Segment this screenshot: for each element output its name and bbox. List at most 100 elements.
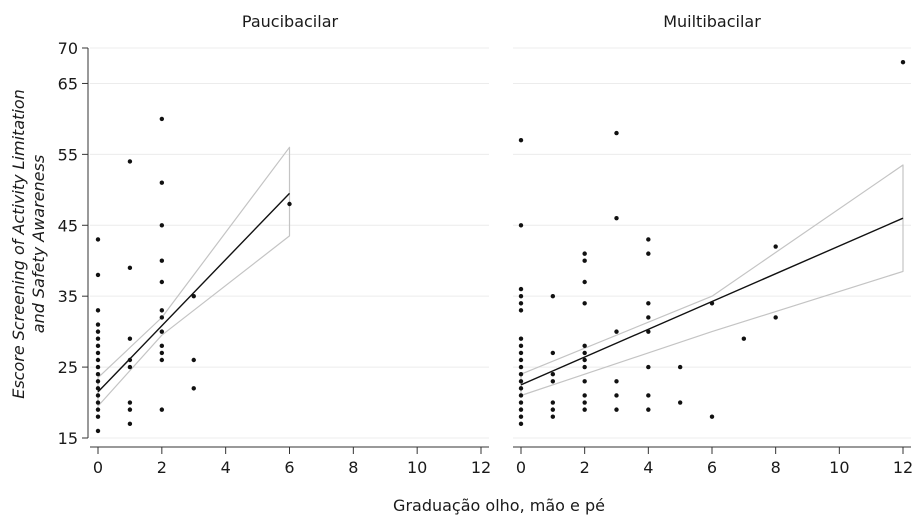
data-point bbox=[709, 301, 715, 306]
data-point bbox=[95, 428, 101, 434]
x-tick-label-10: 10 bbox=[829, 458, 849, 477]
data-point bbox=[518, 400, 524, 405]
x-tick-label-12: 12 bbox=[471, 458, 491, 477]
data-point bbox=[614, 329, 619, 334]
data-point bbox=[127, 357, 133, 363]
data-point bbox=[550, 400, 556, 405]
data-point bbox=[582, 407, 587, 412]
data-point bbox=[95, 379, 101, 384]
x-tick-label-12: 12 bbox=[893, 458, 913, 477]
panel-title-multibacilar: Muiltibacilar bbox=[663, 12, 761, 31]
data-point bbox=[159, 308, 165, 313]
data-point bbox=[582, 251, 587, 256]
data-point bbox=[518, 286, 524, 292]
data-point bbox=[518, 414, 524, 419]
data-point bbox=[550, 414, 556, 419]
data-point bbox=[127, 336, 133, 341]
y-axis-title-line-1: Escore Screening of Activity Limitation bbox=[9, 89, 28, 399]
y-tick-label-25: 25 bbox=[58, 358, 78, 377]
data-point bbox=[159, 343, 165, 349]
data-point bbox=[773, 315, 778, 320]
data-point bbox=[614, 379, 619, 384]
data-point bbox=[191, 357, 196, 363]
data-point bbox=[287, 201, 292, 207]
x-tick-label-10: 10 bbox=[407, 458, 427, 477]
data-point bbox=[95, 336, 101, 341]
data-point bbox=[95, 407, 101, 412]
data-point bbox=[159, 180, 165, 185]
data-point bbox=[95, 400, 101, 405]
data-point bbox=[95, 329, 101, 334]
data-point bbox=[582, 343, 587, 349]
data-point bbox=[95, 322, 101, 327]
data-point bbox=[127, 159, 133, 164]
data-point bbox=[550, 350, 556, 356]
data-point bbox=[518, 407, 524, 412]
data-point bbox=[550, 293, 556, 299]
data-point bbox=[95, 386, 101, 391]
data-point bbox=[518, 293, 524, 299]
data-point bbox=[518, 223, 524, 228]
data-point bbox=[159, 279, 165, 285]
data-point bbox=[518, 350, 524, 356]
data-point bbox=[95, 371, 101, 377]
x-tick-label-4: 4 bbox=[221, 458, 231, 477]
panel-paucibacilar: Paucibacilar 0 2 4 6 8 10 12 15 25 35 45 55 65 70 bbox=[58, 12, 492, 477]
data-point bbox=[159, 357, 165, 363]
data-point bbox=[191, 386, 196, 391]
data-point bbox=[646, 315, 651, 320]
data-point bbox=[518, 393, 524, 398]
data-point bbox=[582, 393, 587, 398]
data-point bbox=[646, 301, 651, 306]
data-point bbox=[614, 215, 619, 221]
data-point bbox=[127, 400, 133, 405]
data-point bbox=[646, 407, 651, 412]
data-point bbox=[159, 223, 165, 228]
data-point bbox=[95, 364, 101, 370]
x-tick-label-0: 0 bbox=[516, 458, 526, 477]
data-point bbox=[646, 393, 651, 398]
data-point bbox=[614, 130, 619, 136]
data-point bbox=[518, 421, 524, 427]
data-point bbox=[518, 386, 524, 391]
data-point bbox=[95, 343, 101, 349]
y-tick-label-65: 65 bbox=[58, 74, 78, 93]
x-tick-label-6: 6 bbox=[707, 458, 717, 477]
data-point bbox=[518, 379, 524, 384]
data-point bbox=[582, 279, 587, 285]
x-tick-label-6: 6 bbox=[284, 458, 294, 477]
data-point bbox=[159, 315, 165, 320]
data-point bbox=[773, 244, 778, 249]
data-point bbox=[677, 364, 683, 370]
data-point bbox=[159, 258, 165, 263]
data-point bbox=[95, 350, 101, 356]
data-point bbox=[518, 343, 524, 349]
x-tick-label-8: 8 bbox=[771, 458, 781, 477]
y-tick-label-15: 15 bbox=[58, 429, 78, 448]
data-point bbox=[159, 407, 165, 412]
x-tick-label-0: 0 bbox=[93, 458, 103, 477]
data-point bbox=[127, 265, 133, 271]
data-point bbox=[518, 357, 524, 363]
data-point bbox=[646, 329, 651, 334]
data-point bbox=[550, 371, 556, 377]
data-point bbox=[518, 371, 524, 377]
data-point bbox=[127, 421, 133, 427]
y-tick-label-45: 45 bbox=[58, 216, 78, 235]
data-point bbox=[582, 364, 587, 370]
data-point bbox=[550, 379, 556, 384]
data-point bbox=[582, 301, 587, 306]
data-point bbox=[741, 336, 747, 341]
panel-title-paucibacilar: Paucibacilar bbox=[242, 12, 339, 31]
data-point bbox=[95, 308, 101, 313]
data-point bbox=[95, 237, 101, 242]
y-axis-title: Escore Screening of Activity Limitation … bbox=[9, 89, 48, 399]
data-point bbox=[550, 407, 556, 412]
data-point bbox=[159, 329, 165, 334]
data-point bbox=[582, 379, 587, 384]
x-tick-label-2: 2 bbox=[580, 458, 590, 477]
data-point bbox=[191, 293, 196, 299]
data-point bbox=[518, 137, 524, 143]
plot-area-multibacilar: 0 2 4 6 8 10 12 bbox=[513, 47, 913, 477]
